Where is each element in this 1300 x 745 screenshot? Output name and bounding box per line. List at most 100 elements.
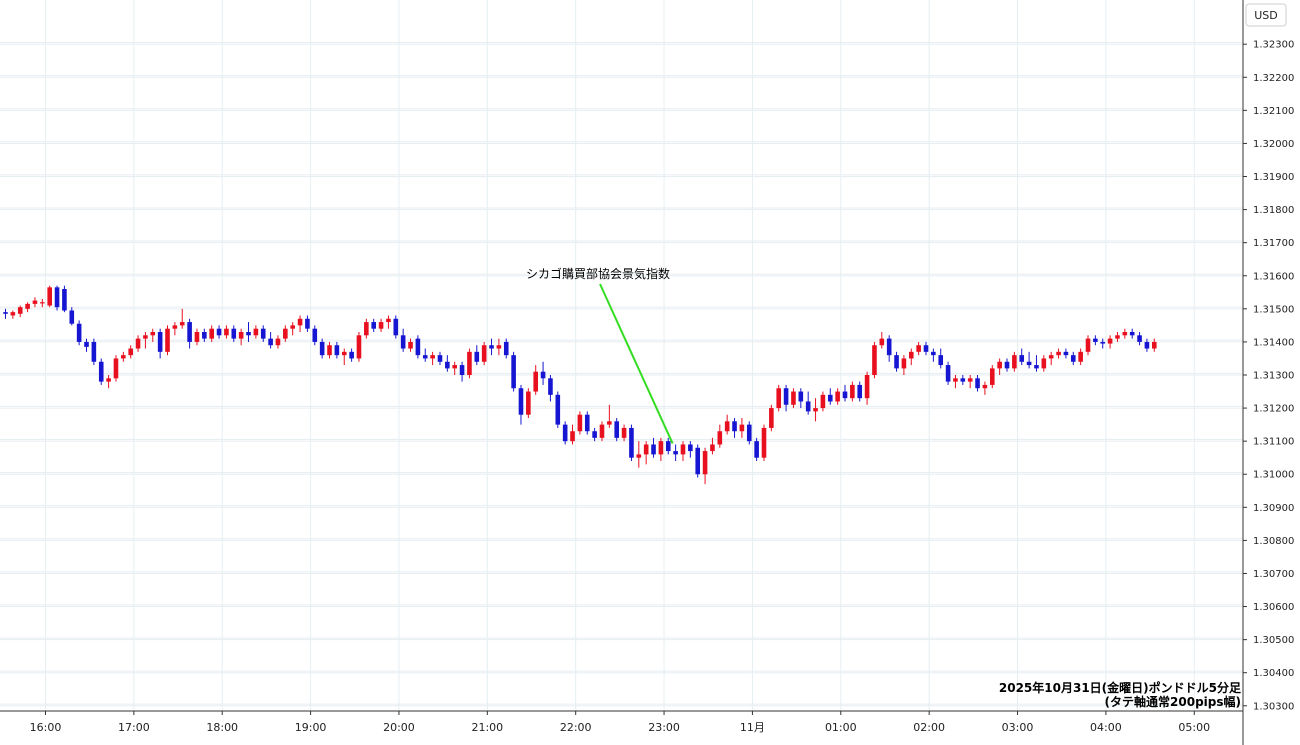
candle-body (1100, 341, 1106, 344)
candle (319, 338, 325, 359)
y-tick-label: 1.32300 (1253, 40, 1294, 51)
x-tick-label: 23:00 (648, 721, 680, 734)
candle-body (371, 322, 376, 329)
candle (76, 320, 82, 346)
candle-body (710, 444, 715, 452)
candle (886, 335, 892, 362)
candle-body (1122, 331, 1128, 336)
y-tick-label: 1.31100 (1253, 437, 1294, 448)
candle (975, 375, 980, 392)
candle (238, 328, 244, 346)
candle (246, 322, 251, 342)
candle (592, 427, 597, 442)
candle (665, 437, 671, 455)
candle-body (1063, 351, 1069, 356)
candle (997, 358, 1002, 375)
candle (224, 325, 229, 339)
candle-body (614, 421, 620, 438)
candle (1063, 348, 1069, 359)
candle (305, 315, 310, 332)
candle (32, 297, 38, 308)
candle-body (1048, 355, 1054, 359)
y-tick-label: 1.31300 (1253, 371, 1294, 382)
x-tick-label: 21:00 (471, 721, 503, 734)
candle (533, 365, 539, 395)
candle-body (548, 378, 553, 395)
candle-body (879, 338, 885, 346)
candle (636, 441, 642, 468)
candle (1085, 335, 1091, 356)
grid-lines (0, 0, 1243, 711)
candle-body (253, 328, 259, 336)
candle (91, 338, 97, 366)
candle-body (967, 378, 973, 382)
caption-line-1: 2025年10月31日(金曜日)ポンドドル5分足 (999, 680, 1241, 695)
candle (268, 331, 273, 349)
candle (651, 437, 656, 458)
candle (761, 424, 767, 462)
candle (960, 375, 966, 385)
candle (614, 418, 620, 442)
candle (1115, 331, 1120, 342)
candle-body (415, 338, 421, 356)
candle (231, 325, 237, 342)
candle-body (341, 351, 347, 356)
candle (341, 348, 347, 366)
candle (548, 375, 553, 402)
candle (481, 341, 487, 366)
candle (393, 315, 399, 339)
candle (584, 411, 590, 435)
candle (1093, 335, 1098, 346)
caption-line-2: (タテ軸通常200pips幅) (1105, 694, 1241, 709)
y-tick-label: 1.30500 (1253, 635, 1294, 646)
candle (945, 361, 951, 385)
candle (400, 328, 406, 352)
candle-body (1151, 341, 1157, 349)
candle-body (62, 288, 67, 311)
candle (378, 318, 384, 332)
candle-body (886, 338, 892, 356)
candle-body (783, 388, 789, 405)
candle-body (246, 331, 251, 336)
candle-body (202, 331, 207, 339)
candle (297, 315, 303, 332)
candle (1048, 351, 1054, 366)
candle (769, 404, 774, 432)
candle (1070, 351, 1076, 366)
candle (489, 338, 494, 356)
x-tick-label: 16:00 (30, 721, 62, 734)
y-tick-label: 1.30700 (1253, 569, 1294, 580)
candle-body (643, 444, 649, 455)
candle-body (923, 345, 929, 352)
candle (555, 391, 561, 428)
candle (850, 381, 855, 402)
x-tick-label: 11月 (740, 721, 765, 734)
candle-body (1034, 365, 1039, 369)
candle-body (54, 287, 60, 308)
candle-body (47, 287, 52, 306)
candle (783, 384, 789, 412)
candle-body (445, 361, 450, 369)
candle (371, 318, 376, 332)
candle (194, 328, 200, 346)
candle (805, 391, 811, 415)
candle-body (570, 431, 575, 442)
candle-body (76, 323, 82, 342)
candle-body (297, 318, 303, 326)
candle (364, 318, 369, 339)
candle (894, 351, 899, 372)
candle (327, 341, 332, 359)
x-tick-label: 20:00 (383, 721, 415, 734)
annotation-line (599, 283, 674, 444)
candle (216, 325, 222, 339)
y-tick-label: 1.32000 (1253, 139, 1294, 150)
candle-body (916, 345, 921, 352)
candle-body (275, 338, 281, 346)
candle (938, 348, 944, 369)
candle-body (1004, 361, 1010, 369)
candle-body (1129, 331, 1135, 336)
candle-body (1144, 341, 1150, 349)
candle-body (260, 328, 266, 339)
candle (25, 302, 30, 313)
